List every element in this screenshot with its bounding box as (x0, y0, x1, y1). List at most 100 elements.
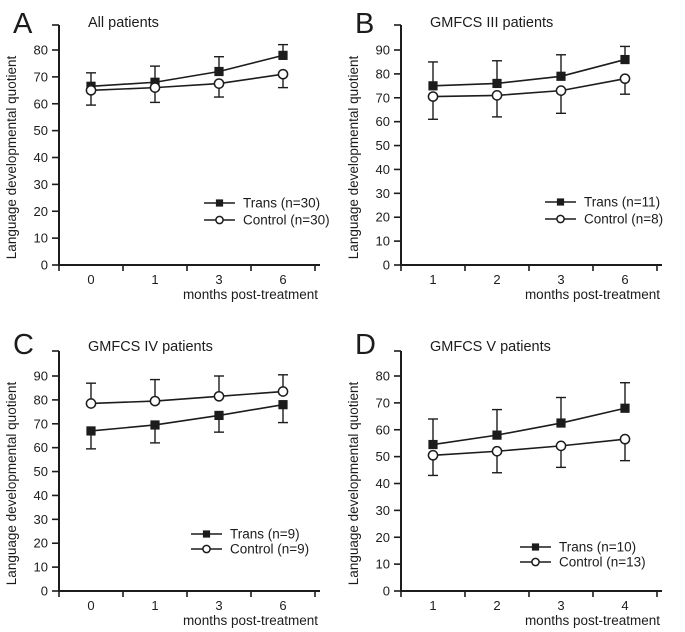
x-tick-label: 3 (557, 272, 564, 287)
y-tick-label: 20 (34, 536, 48, 551)
series-line (90, 73, 284, 92)
panel-b: 0 10 20 30 40 50 60 70 80 90 1 2 3 6 Trans (n=11) Contr… (342, 0, 685, 316)
data-point-marker (556, 71, 566, 81)
chart-title-b: GMFCS III patients (430, 15, 553, 31)
y-tick-label: 70 (34, 416, 48, 431)
chart-title-a: All patients (88, 15, 159, 31)
x-tick-label: 1 (429, 272, 436, 287)
panel-letter-c: C (13, 329, 34, 361)
data-point-marker (277, 386, 289, 397)
data-point-marker (492, 430, 502, 440)
y-tick-label: 80 (34, 392, 48, 407)
series-control (85, 374, 289, 409)
data-point-marker (491, 90, 503, 101)
chart-b: 0 10 20 30 40 50 60 70 80 90 1 2 3 6 Trans (n=11) Contr… (346, 8, 663, 302)
legend-marker (202, 544, 211, 554)
y-tick-label: 50 (376, 449, 390, 464)
y-tick-label: 0 (41, 584, 48, 599)
y-tick-label: 70 (34, 69, 48, 84)
chart-d: 0 10 20 30 40 50 60 70 80 1 2 3 4 Trans (n=10)Control… (346, 329, 662, 628)
x-axis-label-b: months post-treatment (525, 287, 660, 302)
y-tick-label: 0 (41, 258, 48, 273)
y-tick-label: 40 (34, 150, 48, 165)
data-point-marker (556, 418, 566, 428)
data-point-marker (492, 78, 502, 89)
chart-c: 0 10 20 30 40 50 60 70 80 90 0 1 3 6 Trans (n=9)Contro… (4, 329, 320, 628)
legend-marker (556, 198, 565, 206)
legend-label: Trans (n=30) (243, 196, 320, 211)
data-point-marker (428, 439, 438, 450)
panel-a: 0 10 20 30 40 50 60 70 80 0 1 3 6 Trans (n=30) Control… (0, 0, 342, 316)
data-point-marker (491, 445, 503, 457)
data-point-marker (619, 73, 631, 85)
legend-label: Control (n=8) (584, 212, 663, 227)
legend-marker (531, 557, 540, 567)
panel-letter-d: D (355, 329, 376, 361)
y-tick-label: 10 (376, 234, 390, 249)
y-tick-label: 10 (376, 557, 390, 572)
series-control (427, 433, 631, 477)
data-point-marker (150, 420, 160, 430)
y-tick-label: 50 (376, 138, 390, 153)
series-line (432, 438, 626, 457)
chart-layer-a: 0 10 20 30 40 50 60 70 80 0 1 3 6 Trans (n=30) Control… (34, 24, 330, 287)
y-tick-label: 60 (376, 422, 390, 437)
data-point-marker (86, 426, 96, 436)
legend-label: Control (n=30) (243, 213, 330, 228)
data-point-marker (619, 433, 631, 445)
series-line (432, 58, 626, 87)
series-trans (86, 400, 288, 450)
legend: Trans (n=30) Control (n=30) (204, 196, 330, 228)
x-tick-label: 3 (557, 598, 564, 613)
x-tick-label: 2 (493, 598, 500, 613)
data-point-marker (277, 68, 289, 80)
y-tick-label: 70 (376, 90, 390, 105)
series-control (85, 68, 289, 106)
y-tick-label: 50 (34, 464, 48, 479)
data-point-marker (149, 82, 161, 93)
y-tick-label: 20 (376, 530, 390, 545)
data-point-marker (620, 403, 630, 413)
data-point-marker (149, 395, 161, 407)
x-tick-label: 1 (429, 598, 436, 613)
y-tick-label: 30 (34, 512, 48, 527)
legend: Trans (n=10)Control (n=13) (520, 540, 646, 570)
legend-marker (215, 215, 224, 225)
y-tick-label: 60 (34, 96, 48, 111)
series-trans (428, 382, 630, 450)
x-axis-label-a: months post-treatment (183, 287, 318, 302)
legend-label: Trans (n=9) (230, 527, 300, 542)
chart-a: 0 10 20 30 40 50 60 70 80 0 1 3 6 Trans (n=30) Control… (4, 8, 330, 302)
y-tick-label: 90 (34, 369, 48, 384)
y-axis-label-c: Language developmental quotient (4, 382, 19, 586)
x-tick-label: 3 (215, 272, 222, 287)
legend-label: Control (n=9) (230, 542, 309, 557)
series-control (427, 73, 631, 120)
series-trans (86, 43, 288, 91)
y-tick-label: 60 (376, 114, 390, 129)
y-tick-label: 40 (34, 488, 48, 503)
y-tick-label: 20 (376, 210, 390, 225)
legend-marker (556, 214, 565, 224)
data-point-marker (214, 66, 224, 77)
y-tick-label: 0 (383, 258, 390, 273)
legend-marker (215, 199, 224, 207)
data-point-marker (214, 410, 224, 421)
x-axis-label-c: months post-treatment (183, 613, 318, 628)
data-point-marker (278, 50, 288, 60)
panel-c: 0 10 20 30 40 50 60 70 80 90 0 1 3 6 Trans (n=9) Contro… (0, 316, 342, 632)
series-line (90, 390, 284, 405)
y-tick-label: 60 (34, 440, 48, 455)
legend-label: Control (n=13) (559, 555, 646, 570)
y-tick-label: 80 (34, 43, 48, 58)
y-tick-label: 70 (376, 395, 390, 410)
x-tick-label: 1 (151, 598, 158, 613)
series-line (90, 54, 284, 88)
x-tick-label: 4 (621, 598, 628, 613)
y-tick-label: 30 (34, 177, 48, 192)
x-axis-label-d: months post-treatment (525, 613, 660, 628)
legend: Trans (n=11) Control (n=8) (545, 195, 663, 227)
y-axis-label-a: Language developmental quotient (4, 56, 19, 260)
y-axis-label-b: Language developmental quotient (346, 56, 361, 260)
